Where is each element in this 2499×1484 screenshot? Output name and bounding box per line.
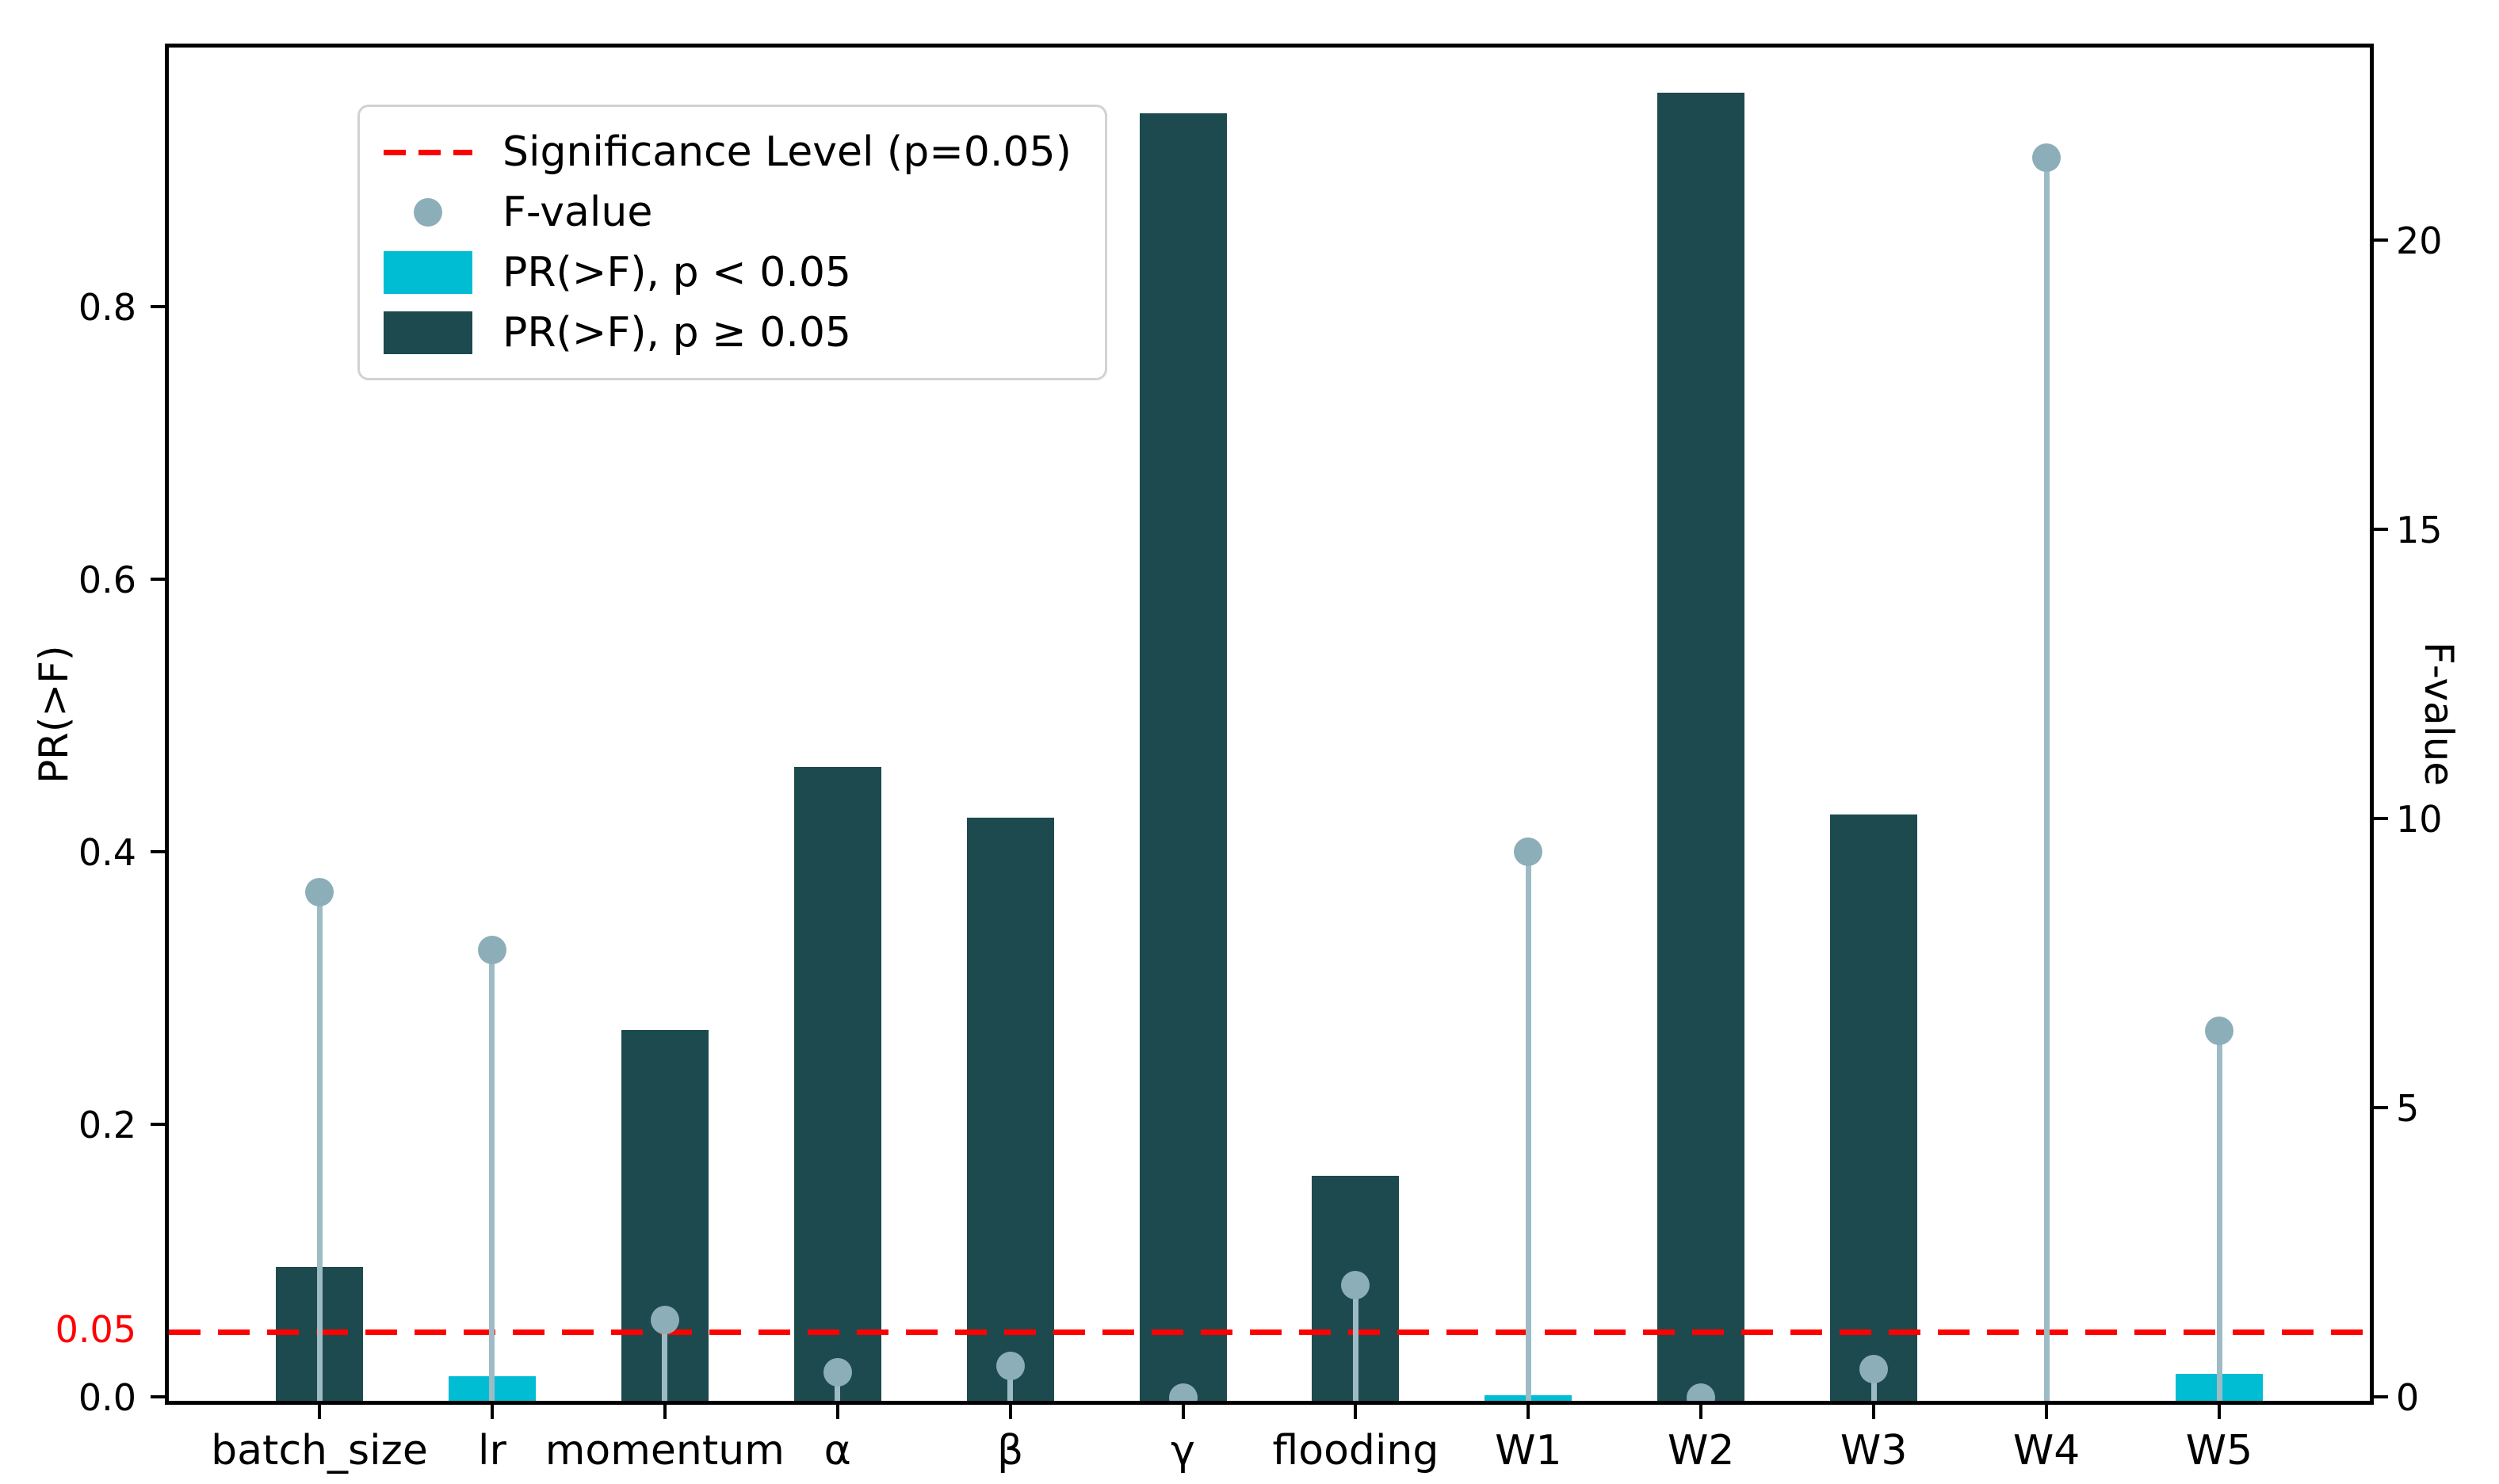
x-tick-label-W5: W5: [2185, 1427, 2253, 1474]
bar-γ: [1139, 113, 1227, 1401]
x-tick-mark: [1527, 1405, 1530, 1419]
left-tick-mark: [151, 577, 165, 581]
f-value-dot-W2: [1687, 1383, 1716, 1401]
f-value-dot-α: [823, 1357, 852, 1387]
x-tick-label-α: α: [823, 1427, 851, 1474]
x-tick-label-W1: W1: [1495, 1427, 1562, 1474]
x-tick-mark: [1008, 1405, 1012, 1419]
legend-label: F-value: [502, 189, 653, 236]
left-tick-label: 0.6: [78, 558, 136, 601]
f-value-dot-batch_size: [305, 877, 334, 906]
bar-α: [793, 767, 881, 1401]
legend-label: PR(>F), p ≥ 0.05: [502, 309, 852, 357]
f-value-dot-momentum: [650, 1305, 679, 1334]
x-tick-label-W3: W3: [1840, 1427, 1908, 1474]
f-value-dot-lr: [477, 935, 506, 964]
left-axis-title: PR(>F): [31, 645, 77, 784]
bar-W3: [1830, 814, 1918, 1401]
bar-β: [966, 818, 1054, 1401]
left-tick-label: 0.2: [78, 1103, 136, 1146]
f-value-stem-batch_size: [316, 891, 323, 1401]
plot-area: Significance Level (p=0.05) F-value PR(>F)…: [165, 44, 2374, 1405]
f-value-stem-β: [1007, 1366, 1014, 1401]
legend-label: PR(>F), p < 0.05: [502, 249, 852, 296]
significance-line: [169, 1329, 2370, 1335]
x-tick-label-W2: W2: [1668, 1427, 1735, 1474]
legend-item: PR(>F), p < 0.05: [384, 248, 1072, 297]
legend-label: Significance Level (p=0.05): [502, 128, 1072, 176]
color-patch-icon: [384, 251, 472, 294]
left-tick-label: 0.0: [78, 1376, 136, 1419]
significance-tick-label: 0.05: [55, 1307, 136, 1351]
f-value-dot-W1: [1514, 837, 1543, 866]
f-value-dot-W5: [2205, 1016, 2233, 1045]
x-tick-label-momentum: momentum: [545, 1427, 785, 1474]
f-value-dot-γ: [1168, 1383, 1198, 1401]
legend-dashed-line-icon: [384, 149, 472, 155]
x-tick-mark: [490, 1405, 494, 1419]
f-value-stem-W3: [1870, 1368, 1877, 1401]
left-tick-label: 0.4: [78, 830, 136, 874]
legend-item: Significance Level (p=0.05): [384, 128, 1072, 177]
x-tick-mark: [1354, 1405, 1358, 1419]
left-tick-label: 0.8: [78, 285, 136, 329]
legend: Significance Level (p=0.05) F-value PR(>F)…: [357, 105, 1107, 380]
right-tick-mark: [2374, 817, 2388, 821]
left-tick-mark: [151, 1395, 165, 1398]
legend-dot-icon: [384, 198, 472, 227]
right-tick-mark: [2374, 1106, 2388, 1110]
x-tick-label-W4: W4: [2012, 1427, 2081, 1474]
f-value-stem-momentum: [662, 1319, 668, 1401]
f-value-stem-W4: [2043, 157, 2050, 1401]
left-tick-mark: [151, 849, 165, 853]
color-patch-icon: [384, 311, 472, 354]
bar-W2: [1657, 93, 1745, 1401]
x-tick-label-β: β: [997, 1427, 1024, 1474]
x-tick-mark: [835, 1405, 839, 1419]
right-tick-label: 20: [2396, 219, 2443, 263]
right-tick-label: 5: [2396, 1087, 2420, 1131]
f-value-stem-flooding: [1352, 1285, 1358, 1401]
x-tick-label-flooding: flooding: [1272, 1427, 1439, 1474]
f-value-stem-W5: [2216, 1030, 2222, 1401]
x-tick-mark: [1699, 1405, 1703, 1419]
legend-item: F-value: [384, 188, 1072, 237]
x-tick-mark: [1181, 1405, 1185, 1419]
right-tick-mark: [2374, 1395, 2388, 1398]
f-value-stem-W1: [1525, 851, 1531, 1401]
f-value-stem-α: [835, 1371, 841, 1401]
x-tick-mark: [2218, 1405, 2221, 1419]
right-tick-label: 10: [2396, 798, 2443, 841]
right-tick-mark: [2374, 238, 2388, 242]
right-tick-label: 0: [2396, 1376, 2420, 1419]
dashed-line-icon: [384, 149, 472, 155]
f-value-stem-lr: [489, 949, 495, 1401]
left-tick-mark: [151, 304, 165, 308]
x-tick-label-batch_size: batch_size: [211, 1427, 428, 1474]
left-tick-mark: [151, 1122, 165, 1126]
legend-patch-icon: [384, 311, 472, 354]
right-tick-mark: [2374, 528, 2388, 532]
x-tick-label-lr: lr: [477, 1427, 506, 1474]
f-value-dot-W3: [1859, 1354, 1889, 1383]
x-tick-mark: [318, 1405, 321, 1419]
f-value-dot-β: [995, 1352, 1025, 1381]
x-tick-mark: [663, 1405, 667, 1419]
f-value-dot-W4: [2032, 143, 2061, 172]
f-value-dot-flooding: [1341, 1271, 1370, 1300]
right-tick-label: 15: [2396, 509, 2443, 552]
x-tick-label-γ: γ: [1171, 1427, 1195, 1474]
legend-patch-icon: [384, 251, 472, 294]
dot-icon: [414, 198, 442, 227]
legend-item: PR(>F), p ≥ 0.05: [384, 308, 1072, 357]
right-axis-title: F-value: [2416, 642, 2462, 787]
x-tick-mark: [2045, 1405, 2049, 1419]
x-tick-mark: [1872, 1405, 1876, 1419]
